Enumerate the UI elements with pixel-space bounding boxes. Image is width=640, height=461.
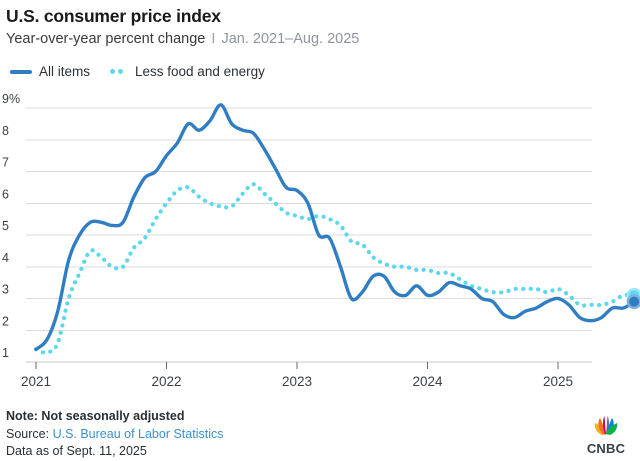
cnbc-wordmark: CNBC <box>586 441 626 456</box>
cnbc-logo: CNBC <box>580 413 632 456</box>
x-axis-tick-label: 2023 <box>282 374 312 387</box>
page-title: U.S. consumer price index <box>6 6 221 26</box>
chart-legend: All items Less food and energy <box>10 64 265 79</box>
chart-x-axis: 2021 2022 2023 2024 2025 <box>21 362 573 387</box>
x-axis-tick-label: 2022 <box>151 374 181 387</box>
x-axis-tick-label: 2021 <box>21 374 51 387</box>
chart-series-group <box>33 103 637 355</box>
legend-label-core: Less food and energy <box>135 64 265 79</box>
y-axis-tick-label: 6 <box>2 187 9 201</box>
y-axis-tick-label: 3 <box>2 283 9 297</box>
footer-source-row: Source: U.S. Bureau of Labor Statistics <box>6 426 223 444</box>
y-axis-tick-label: 7 <box>2 156 9 170</box>
y-axis-tick-label: 4 <box>2 251 9 265</box>
y-axis-tick-label: 5 <box>2 219 9 233</box>
y-axis-tick-label: 9% <box>2 92 20 106</box>
chart-gridlines <box>26 107 592 363</box>
legend-item-core[interactable]: Less food and energy <box>106 64 265 79</box>
subtitle-separator: I <box>211 31 216 47</box>
chart-footer: Note: Not seasonally adjusted Source: U.… <box>6 408 223 461</box>
legend-item-all-items[interactable]: All items <box>10 64 90 79</box>
subtitle-date-range: Jan. 2021–Aug. 2025 <box>221 31 360 47</box>
series-line-all-items <box>34 103 636 351</box>
legend-dotted-line-icon <box>106 69 128 74</box>
nbc-peacock-icon <box>594 416 618 435</box>
legend-label-all-items: All items <box>39 64 91 79</box>
chart-header: U.S. consumer price index Year-over-year… <box>6 6 634 48</box>
y-axis-tick-label: 1 <box>2 346 9 360</box>
x-axis-tick-label: 2025 <box>543 374 573 387</box>
series-line-less-food-and-energy <box>33 182 637 355</box>
y-axis-tick-label: 2 <box>2 314 9 328</box>
y-axis-tick-label: 8 <box>2 124 9 138</box>
chart-subtitle: Year-over-year percent change I Jan. 202… <box>6 30 634 48</box>
chart-y-axis-labels: 1 2 3 4 5 6 7 8 9% <box>2 92 20 360</box>
footer-source-prefix: Source: <box>6 426 53 441</box>
source-link[interactable]: U.S. Bureau of Labor Statistics <box>52 426 224 441</box>
x-axis-tick-label: 2024 <box>412 374 443 387</box>
footer-note: Note: Not seasonally adjusted <box>6 409 185 423</box>
footer-data-as-of: Data as of Sept. 11, 2025 <box>6 444 147 458</box>
endpoint-dot-all-items <box>629 296 640 307</box>
chart-svg: 1 2 3 4 5 6 7 8 9% 2021 2022 2023 2024 2025 <box>2 92 640 387</box>
chart-endpoint-markers <box>626 287 640 310</box>
subtitle-text: Year-over-year percent change <box>6 31 206 47</box>
legend-solid-line-icon <box>10 69 32 74</box>
